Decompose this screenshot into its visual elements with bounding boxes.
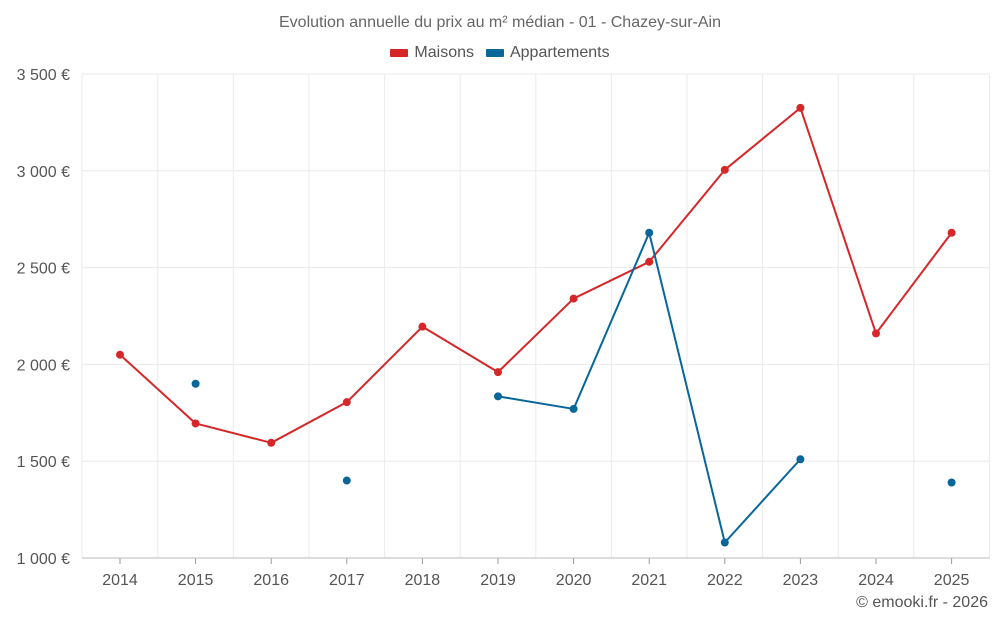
data-point-appartements-2019 (494, 392, 502, 401)
data-point-maisons-2018 (418, 322, 427, 331)
legend-swatch-maisons (390, 49, 409, 57)
data-point-maisons-2014 (116, 350, 124, 359)
legend-item-maisons[interactable]: Maisons (390, 44, 474, 62)
copyright-credit: © emooki.fr - 2026 (856, 594, 988, 611)
x-tick-label: 2021 (631, 572, 667, 589)
legend-swatch-appartements (485, 49, 504, 57)
chart-title: Evolution annuelle du prix au m² médian … (279, 14, 721, 31)
x-tick-label: 2016 (253, 572, 289, 589)
series-line-maisons (119, 106, 953, 444)
x-tick-label: 2014 (102, 572, 138, 589)
y-tick-label: 1 500 € (17, 454, 70, 471)
data-point-maisons-2025 (947, 228, 956, 237)
grid-lines (81, 73, 990, 558)
axes: 1 000 € 1 500 € 2 000 € 2 500 € 3 000 € 3 500… (17, 67, 990, 589)
data-point-maisons-2015 (191, 419, 200, 428)
x-tick-label: 2022 (707, 572, 743, 589)
series-layer (116, 103, 956, 547)
data-point-appartements-2017 (342, 476, 351, 485)
y-tick-label: 2 500 € (17, 261, 70, 278)
data-point-appartements-2025 (947, 478, 956, 487)
data-point-appartements-2020 (569, 404, 578, 413)
data-point-maisons-2019 (494, 368, 502, 377)
legend-item-appartements[interactable]: Appartements (485, 44, 610, 62)
x-tick-label: 2019 (480, 572, 516, 589)
data-point-appartements-2015 (191, 379, 200, 388)
legend-label-maisons: Maisons (414, 44, 474, 61)
y-tick-label: 3 000 € (17, 164, 70, 181)
x-tick-label: 2018 (405, 572, 441, 589)
chart-legend: Maisons Appartements (0, 44, 1000, 62)
x-tick-label: 2020 (556, 572, 592, 589)
x-tick-label: 2024 (858, 572, 894, 589)
data-point-maisons-2022 (720, 165, 729, 174)
y-tick-label: 2 000 € (17, 357, 70, 374)
legend-label-appartements: Appartements (509, 44, 610, 61)
data-point-maisons-2023 (796, 103, 805, 112)
data-point-appartements-2021 (645, 228, 654, 237)
series-line-appartements (497, 231, 802, 544)
data-point-appartements-2023 (796, 455, 805, 464)
data-point-appartements-2022 (720, 538, 729, 547)
y-tick-label: 3 500 € (17, 67, 70, 84)
data-point-maisons-2016 (267, 438, 276, 447)
data-point-maisons-2020 (569, 294, 578, 303)
data-point-maisons-2017 (342, 398, 351, 407)
x-tick-label: 2017 (329, 572, 365, 589)
x-tick-label: 2023 (783, 572, 819, 589)
y-tick-label: 1 000 € (17, 551, 70, 568)
x-tick-label: 2025 (934, 572, 970, 589)
data-point-maisons-2024 (872, 329, 880, 338)
data-point-maisons-2021 (645, 257, 654, 266)
x-tick-label: 2015 (178, 572, 214, 589)
